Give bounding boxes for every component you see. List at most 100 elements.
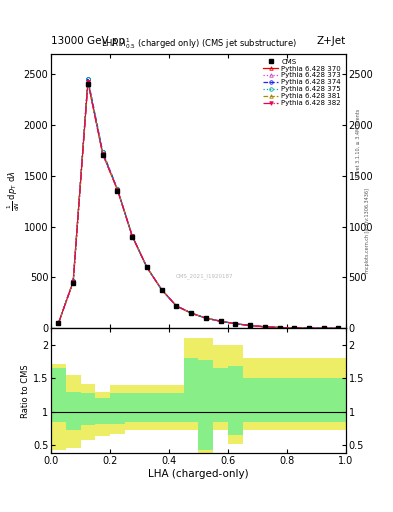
Pythia 6.428 381 xyxy=(86,79,90,85)
Pythia 6.428 370 xyxy=(233,321,238,327)
Pythia 6.428 382 xyxy=(86,79,90,85)
Pythia 6.428 374 xyxy=(174,303,179,309)
Pythia 6.428 375 xyxy=(248,323,252,329)
Pythia 6.428 381 xyxy=(174,303,179,309)
CMS xyxy=(159,287,164,293)
Pythia 6.428 375 xyxy=(145,264,149,270)
Pythia 6.428 374 xyxy=(233,321,238,327)
Pythia 6.428 374 xyxy=(71,278,75,284)
Pythia 6.428 382 xyxy=(248,323,252,329)
Pythia 6.428 374 xyxy=(218,318,223,324)
Text: mcplots.cern.ch [arXiv:1306.3436]: mcplots.cern.ch [arXiv:1306.3436] xyxy=(365,188,371,273)
Pythia 6.428 370 xyxy=(86,79,90,85)
Pythia 6.428 374 xyxy=(100,149,105,155)
CMS xyxy=(189,310,193,316)
Pythia 6.428 370 xyxy=(218,318,223,324)
Y-axis label: $\frac{1}{\mathrm{d}N}\ \mathrm{d}p_\mathrm{T}\ \mathrm{d}\lambda$: $\frac{1}{\mathrm{d}N}\ \mathrm{d}p_\mat… xyxy=(6,171,22,211)
Pythia 6.428 382 xyxy=(174,303,179,309)
Pythia 6.428 382 xyxy=(130,233,134,239)
Pythia 6.428 381 xyxy=(321,325,326,331)
Pythia 6.428 375 xyxy=(100,149,105,155)
Pythia 6.428 370 xyxy=(130,233,134,239)
Pythia 6.428 381 xyxy=(145,264,149,270)
Pythia 6.428 382 xyxy=(71,279,75,285)
Pythia 6.428 375 xyxy=(292,325,297,331)
Pythia 6.428 373 xyxy=(145,264,149,270)
Pythia 6.428 375 xyxy=(204,315,208,321)
Line: CMS: CMS xyxy=(57,82,340,330)
Pythia 6.428 373 xyxy=(174,303,179,309)
Text: Rivet 3.1.10, ≥ 3.4M events: Rivet 3.1.10, ≥ 3.4M events xyxy=(356,109,361,178)
Pythia 6.428 373 xyxy=(56,320,61,326)
Pythia 6.428 375 xyxy=(71,278,75,284)
Pythia 6.428 374 xyxy=(248,323,252,329)
Pythia 6.428 370 xyxy=(159,287,164,293)
Pythia 6.428 370 xyxy=(145,264,149,270)
Pythia 6.428 375 xyxy=(218,318,223,324)
Pythia 6.428 374 xyxy=(159,287,164,293)
Pythia 6.428 373 xyxy=(218,318,223,324)
Pythia 6.428 381 xyxy=(233,321,238,327)
CMS xyxy=(233,321,238,327)
CMS xyxy=(218,318,223,324)
Pythia 6.428 370 xyxy=(321,325,326,331)
Pythia 6.428 382 xyxy=(321,325,326,331)
Pythia 6.428 375 xyxy=(307,325,311,331)
Pythia 6.428 375 xyxy=(233,321,238,327)
CMS xyxy=(145,264,149,270)
Pythia 6.428 373 xyxy=(277,325,282,331)
Pythia 6.428 373 xyxy=(292,325,297,331)
Pythia 6.428 370 xyxy=(71,279,75,285)
CMS xyxy=(263,324,267,330)
Pythia 6.428 374 xyxy=(56,320,61,326)
Pythia 6.428 374 xyxy=(86,76,90,82)
Pythia 6.428 373 xyxy=(263,324,267,330)
Pythia 6.428 370 xyxy=(189,310,193,316)
Pythia 6.428 382 xyxy=(336,325,341,331)
Pythia 6.428 374 xyxy=(204,315,208,321)
Pythia 6.428 374 xyxy=(145,264,149,270)
Pythia 6.428 374 xyxy=(189,310,193,316)
CMS xyxy=(86,81,90,88)
CMS xyxy=(277,325,282,331)
Line: Pythia 6.428 373: Pythia 6.428 373 xyxy=(57,80,340,330)
Pythia 6.428 382 xyxy=(115,186,120,193)
Pythia 6.428 375 xyxy=(130,233,134,239)
Pythia 6.428 375 xyxy=(56,320,61,326)
Pythia 6.428 370 xyxy=(115,186,120,193)
Pythia 6.428 382 xyxy=(292,325,297,331)
Pythia 6.428 370 xyxy=(56,320,61,326)
Pythia 6.428 373 xyxy=(307,325,311,331)
Pythia 6.428 375 xyxy=(277,325,282,331)
Pythia 6.428 373 xyxy=(321,325,326,331)
Pythia 6.428 382 xyxy=(307,325,311,331)
Pythia 6.428 373 xyxy=(233,321,238,327)
CMS xyxy=(292,325,297,331)
Pythia 6.428 374 xyxy=(292,325,297,331)
CMS xyxy=(56,320,61,326)
CMS xyxy=(174,303,179,309)
CMS xyxy=(321,325,326,331)
Line: Pythia 6.428 381: Pythia 6.428 381 xyxy=(57,80,340,330)
Pythia 6.428 382 xyxy=(233,321,238,327)
Pythia 6.428 373 xyxy=(130,233,134,239)
Pythia 6.428 382 xyxy=(145,264,149,270)
Pythia 6.428 373 xyxy=(189,310,193,316)
CMS xyxy=(336,325,341,331)
Pythia 6.428 381 xyxy=(336,325,341,331)
Pythia 6.428 382 xyxy=(189,310,193,316)
Pythia 6.428 375 xyxy=(321,325,326,331)
Pythia 6.428 381 xyxy=(248,323,252,329)
Pythia 6.428 370 xyxy=(204,315,208,321)
Pythia 6.428 374 xyxy=(263,324,267,330)
Text: LHA $\lambda^{1}_{0.5}$ (charged only) (CMS jet substructure): LHA $\lambda^{1}_{0.5}$ (charged only) (… xyxy=(101,36,296,51)
Pythia 6.428 382 xyxy=(159,287,164,293)
Pythia 6.428 382 xyxy=(100,151,105,157)
Text: Z+Jet: Z+Jet xyxy=(317,36,346,46)
Pythia 6.428 381 xyxy=(218,318,223,324)
Pythia 6.428 370 xyxy=(174,303,179,309)
Pythia 6.428 381 xyxy=(115,186,120,193)
Pythia 6.428 381 xyxy=(56,320,61,326)
Line: Pythia 6.428 374: Pythia 6.428 374 xyxy=(57,77,340,330)
Pythia 6.428 373 xyxy=(86,79,90,85)
